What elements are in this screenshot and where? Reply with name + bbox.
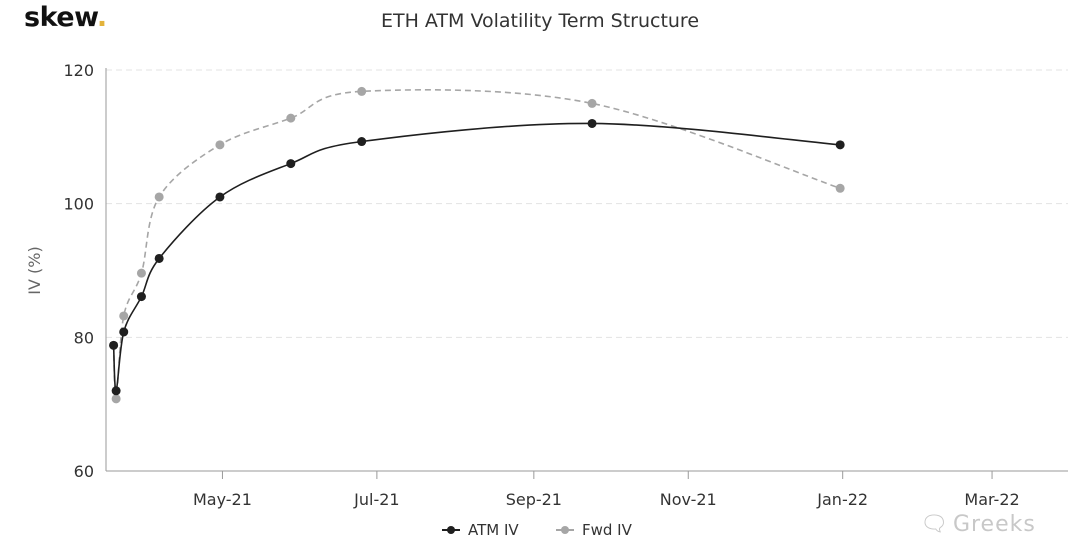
y-tick-label: 100: [63, 195, 94, 214]
chart-title: ETH ATM Volatility Term Structure: [380, 10, 700, 32]
y-tick-label: 120: [63, 61, 94, 80]
series-line-atm-iv: [112, 122, 841, 392]
data-point-atm-iv: [111, 386, 121, 396]
legend-item-fwd-iv[interactable]: Fwd IV: [556, 521, 633, 539]
data-point-atm-iv: [215, 192, 225, 202]
data-point-atm-iv: [357, 137, 367, 147]
data-point-fwd-iv: [286, 113, 296, 123]
data-point-fwd-iv: [835, 183, 845, 193]
data-point-atm-iv: [154, 253, 164, 263]
series-lines: [109, 86, 845, 404]
legend-label: Fwd IV: [582, 521, 633, 539]
x-tick-label: Nov-21: [660, 490, 717, 509]
x-tick-label: Sep-21: [506, 490, 562, 509]
logo-text: skew: [24, 2, 97, 33]
logo-dot: .: [96, 2, 107, 33]
data-point-fwd-iv: [111, 394, 121, 404]
x-tick-label: Jul-21: [353, 490, 399, 509]
data-point-atm-iv: [587, 118, 597, 128]
data-point-fwd-iv: [357, 86, 367, 96]
y-tick-label: 60: [74, 462, 94, 481]
data-point-atm-iv: [136, 292, 146, 302]
axes: 60 80 100 120 May-21 Jul-21 Sep-21 Nov-21 Jan-22…: [25, 61, 1068, 509]
data-point-atm-iv: [109, 340, 119, 350]
watermark: 🗨 Greeks: [920, 512, 1036, 537]
data-point-fwd-iv: [154, 192, 164, 202]
data-point-atm-iv: [835, 140, 845, 150]
x-tick-label: Mar-22: [964, 490, 1019, 509]
legend-label: ATM IV: [468, 521, 519, 539]
grid-lines: [106, 69, 1068, 338]
legend-swatch-marker: [561, 526, 569, 534]
skew-logo: skew.: [24, 2, 107, 33]
series-line-fwd-iv: [112, 89, 841, 400]
y-tick-label: 80: [74, 328, 94, 347]
data-point-fwd-iv: [119, 311, 129, 321]
watermark-text: Greeks: [952, 512, 1036, 537]
data-point-fwd-iv: [215, 140, 225, 150]
data-point-fwd-iv: [587, 98, 597, 108]
legend-item-atm-iv[interactable]: ATM IV: [442, 521, 519, 539]
wechat-icon: 🗨: [920, 512, 949, 537]
legend-swatch-marker: [447, 526, 455, 534]
data-point-atm-iv: [119, 327, 129, 337]
legend[interactable]: ATM IV Fwd IV: [442, 521, 633, 539]
x-tick-label: Jan-22: [816, 490, 868, 509]
y-axis-title: IV (%): [25, 246, 44, 294]
data-point-atm-iv: [286, 159, 296, 169]
x-tick-label: May-21: [193, 490, 252, 509]
data-point-fwd-iv: [136, 268, 146, 278]
